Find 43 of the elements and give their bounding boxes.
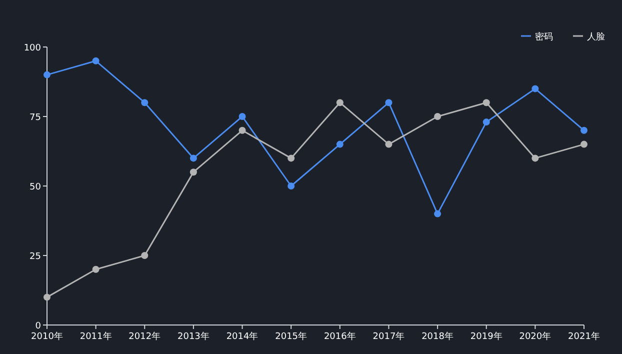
x-tick-label: 2011年: [80, 331, 112, 342]
point: [190, 168, 197, 176]
point: [336, 140, 344, 148]
point: [385, 140, 392, 148]
point: [141, 99, 148, 106]
point: [580, 140, 588, 148]
legend-label: 密码: [535, 32, 553, 42]
point: [580, 126, 588, 134]
y-tick-label: 25: [30, 252, 41, 262]
point: [288, 154, 295, 162]
point: [434, 113, 442, 120]
y-tick-label: 0: [35, 322, 42, 332]
x-tick-label: 2020年: [519, 331, 552, 342]
x-tick-label: 2013年: [178, 331, 210, 342]
point: [141, 252, 148, 259]
point: [92, 266, 100, 273]
point: [238, 126, 246, 134]
y-tick-label: 50: [30, 182, 42, 192]
x-tick-label: 2021年: [568, 331, 600, 342]
x-tick-label: 2018年: [422, 331, 454, 342]
point: [532, 85, 539, 92]
point: [532, 154, 539, 162]
point: [385, 99, 392, 106]
point: [44, 294, 50, 301]
y-tick-label: 100: [24, 44, 42, 54]
point: [288, 182, 295, 190]
x-tick-label: 2017年: [372, 331, 405, 342]
point: [238, 113, 246, 120]
point: [482, 118, 490, 126]
point: [336, 99, 344, 106]
point: [190, 154, 197, 162]
legend-label: 人脸: [587, 32, 605, 42]
x-tick-label: 2015年: [275, 331, 308, 342]
point: [92, 57, 100, 64]
x-tick-label: 2019年: [470, 331, 502, 342]
x-tick-label: 2010年: [31, 331, 63, 342]
y-tick-label: 75: [30, 113, 41, 123]
x-tick-label: 2014年: [226, 331, 258, 342]
point: [434, 210, 442, 218]
point: [44, 71, 50, 78]
x-tick-label: 2012年: [128, 331, 161, 342]
x-tick-label: 2016年: [324, 331, 356, 342]
point: [482, 99, 490, 106]
